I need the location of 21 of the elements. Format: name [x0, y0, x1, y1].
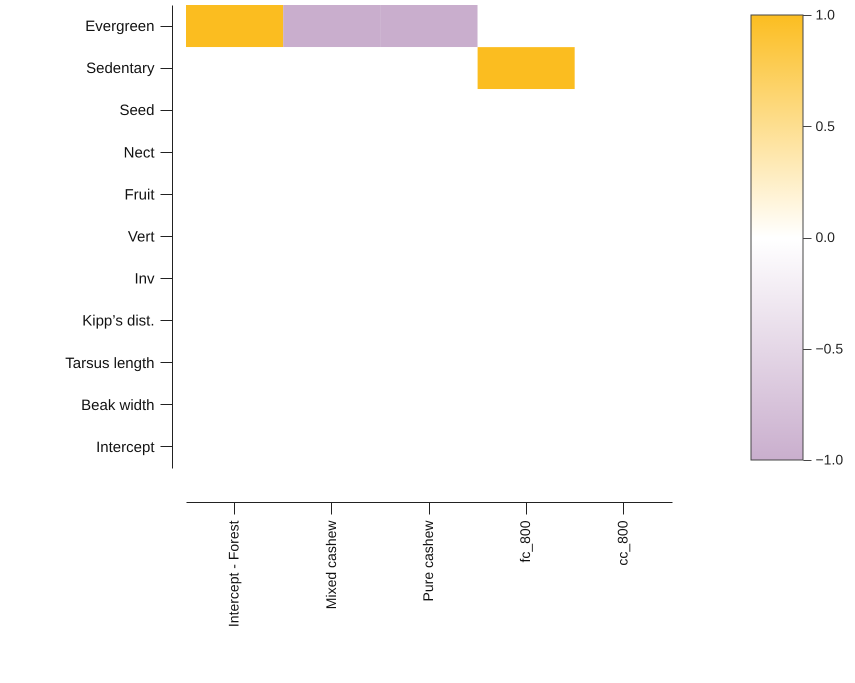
y-tick-label: Inv	[134, 270, 155, 288]
color-bar-label: 0.5	[816, 118, 836, 134]
y-tick-label: Sedentary	[86, 60, 155, 78]
x-tick-label: fc_800	[517, 520, 534, 563]
y-tick-label: Seed	[119, 102, 154, 120]
y-tick-label: Tarsus length	[65, 354, 154, 372]
color-bar-label: 1.0	[816, 6, 836, 22]
y-tick-label: Nect	[124, 144, 156, 162]
x-tick-label: Mixed cashew	[322, 520, 339, 610]
y-tick-label: Vert	[128, 228, 156, 246]
y-tick-label: Intercept	[96, 438, 156, 456]
x-tick-label: Pure cashew	[420, 520, 436, 602]
y-tick-label: Beak width	[81, 396, 154, 414]
y-tick-label: Fruit	[124, 186, 156, 204]
x-tick-label: cc_800	[614, 520, 630, 566]
color-bar-label: −0.5	[816, 340, 844, 356]
color-bar-label: 0.0	[816, 229, 836, 245]
color-bar-label: −1.0	[816, 452, 844, 468]
x-tick-label: Intercept - Forest	[226, 520, 242, 628]
y-tick-label: Evergreen	[85, 18, 154, 36]
y-tick-label: Kipp’s dist.	[82, 312, 154, 330]
